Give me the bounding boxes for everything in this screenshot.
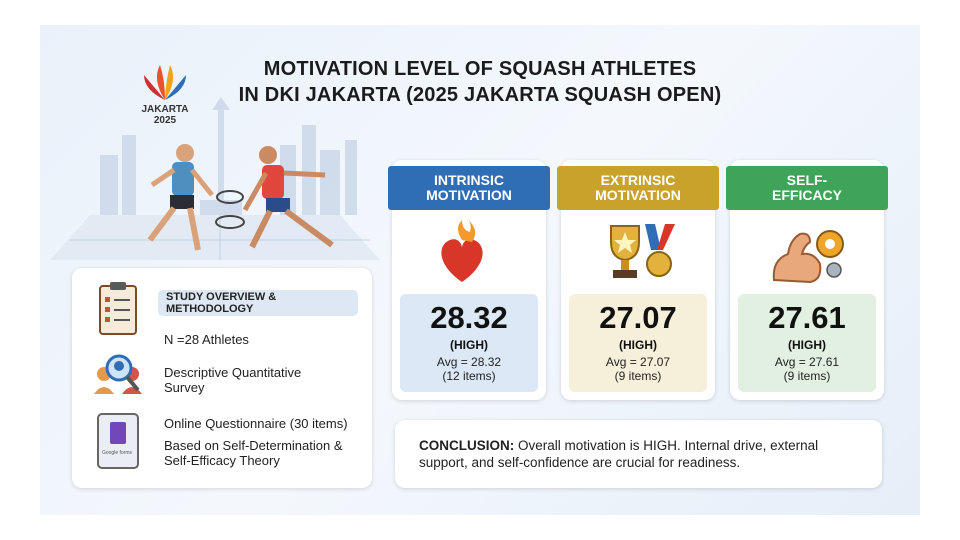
player-red (215, 146, 334, 249)
scene-illustration (50, 65, 380, 260)
card-icon (772, 230, 844, 284)
metric-card: EXTRINSIC MOTIVATION 27.07 (HIGH) Avg = 27.… (557, 160, 719, 400)
overview-item: Based on Self-Determination & Self-Effic… (164, 438, 343, 468)
overview-item: N =28 Athletes (164, 332, 249, 347)
score: 28.32 (430, 300, 508, 335)
form-icon-label: Google forms (101, 450, 132, 456)
card-title: INTRINSIC MOTIVATION (388, 166, 550, 210)
overview-panel: Google forms STUDY OVERVIEW & METHODOLOG… (72, 268, 372, 488)
overview-heading: STUDY OVERVIEW & METHODOLOGY (158, 290, 358, 316)
conclusion-box: CONCLUSION: Overall motivation is HIGH. … (395, 420, 882, 488)
item-count: (9 items) (614, 369, 662, 383)
item-count: (9 items) (783, 369, 831, 383)
logo-name: JAKARTA (141, 104, 189, 115)
card-title-text: EXTRINSIC MOTIVATION (595, 172, 681, 203)
overview-item: Online Questionnaire (30 items) (164, 416, 348, 431)
average: Avg = 28.32 (436, 355, 502, 369)
conclusion: CONCLUSION: Overall motivation is HIGH. … (419, 437, 869, 471)
logo-flame (144, 65, 186, 100)
card-icon (610, 224, 675, 278)
item-count: (12 items) (442, 369, 496, 383)
metric-card: SELF-EFFICACY 27.61 (HIGH) Avg = 27.61 (9 it… (726, 160, 888, 400)
card-title-text: INTRINSIC MOTIVATION (426, 172, 512, 203)
card-title: EXTRINSIC MOTIVATION (557, 166, 719, 210)
card-icon (441, 220, 483, 282)
title-line: IN DKI JAKARTA (2025 JAKARTA SQUASH OPEN… (238, 84, 722, 106)
level: (HIGH) (788, 338, 826, 352)
overview-item: Descriptive Quantitative Survey (164, 365, 302, 395)
conclusion-label: CONCLUSION: (419, 438, 515, 453)
overview-icons (94, 282, 142, 469)
score: 27.07 (599, 300, 677, 335)
title-line: MOTIVATION LEVEL OF SQUASH ATHLETES (263, 58, 697, 80)
card-title-text: SELF-EFFICACY (772, 172, 842, 203)
card-title: SELF-EFFICACY (726, 166, 888, 210)
average: Avg = 27.07 (605, 355, 671, 369)
player-blue (147, 144, 244, 251)
average: Avg = 27.61 (774, 355, 840, 369)
score-box: 28.32 (HIGH) Avg = 28.32 (12 items) (400, 294, 538, 392)
score-box: 27.61 (HIGH) Avg = 27.61 (9 items) (738, 294, 876, 392)
logo-year: 2025 (153, 115, 177, 126)
score-box: 27.07 (HIGH) Avg = 27.07 (9 items) (569, 294, 707, 392)
score: 27.61 (768, 300, 846, 335)
metric-card: INTRINSIC MOTIVATION 28.32 (HIGH) Avg = 28.… (388, 160, 550, 400)
level: (HIGH) (450, 338, 488, 352)
level: (HIGH) (619, 338, 657, 352)
logo-text: JAKARTA 2025 (138, 104, 192, 126)
conclusion-text: Overall motivation is HIGH. Internal dri… (419, 438, 819, 470)
